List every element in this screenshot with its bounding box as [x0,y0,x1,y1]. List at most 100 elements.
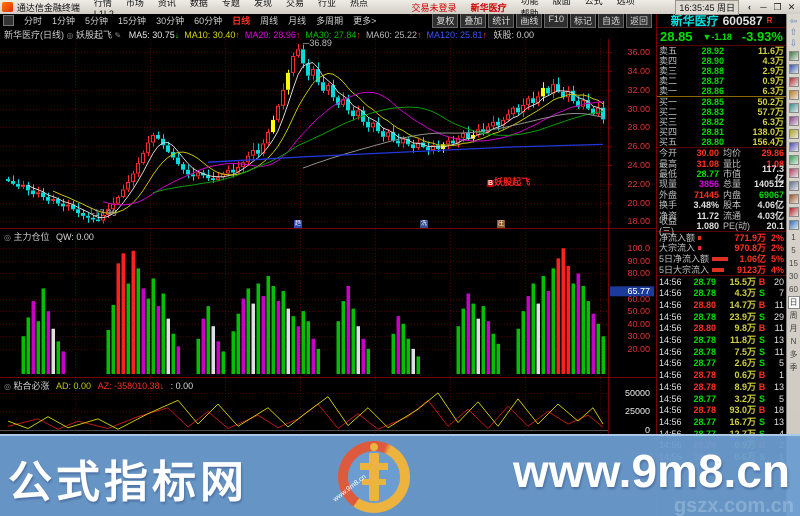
book-row[interactable]: 卖五 28.92 11.6万 [657,46,786,56]
tool-icon-6[interactable] [788,128,799,139]
book-row[interactable]: 买五 28.80 156.4万 [657,137,786,147]
tool-icon-12[interactable] [788,206,799,217]
strip-button-月[interactable]: 月 [789,324,798,333]
tick-row[interactable]: 14:56 28.77 3.2万 S 5 [657,393,786,405]
book-row[interactable]: 卖二 28.87 0.9万 [657,76,786,86]
period-tab-5分钟[interactable]: 5分钟 [85,16,109,26]
event-marker-icon[interactable]: 洗 [420,220,428,228]
period-tab-周线[interactable]: 周线 [260,16,279,26]
tick-row[interactable]: 14:56 28.78 7.5万 S 11 [657,346,786,358]
menu-item-热点[interactable]: 热点 [349,0,368,8]
strip-button-30[interactable]: 30 [789,272,798,281]
strip-button-60[interactable]: 60 [789,285,798,294]
indicator-name[interactable]: 妖股起飞 [76,30,113,40]
strip-button-日[interactable]: 日 [787,296,800,309]
tool-icon-2[interactable] [788,76,799,87]
book-row[interactable]: 买一 28.85 50.2万 [657,97,786,107]
strip-button-多[interactable]: 多 [789,350,798,359]
tick-row[interactable]: 14:56 28.80 9.8万 B 11 [657,323,786,335]
tick-row[interactable]: 14:56 28.78 93.0万 B 18 [657,405,786,417]
tool-icon-8[interactable] [788,154,799,165]
period-tab-日线[interactable]: 日线 [232,16,251,26]
book-row[interactable]: 卖一 28.86 6.3万 [657,86,786,96]
login-status[interactable]: 交易未登录 [411,2,457,13]
menu-item-数据[interactable]: 数据 [189,0,208,8]
book-row[interactable]: 卖三 28.88 2.9万 [657,66,786,76]
tool-icon-5[interactable] [788,115,799,126]
layout-icon[interactable] [3,15,14,26]
indicator-toggle-icon[interactable]: ◎ [66,31,74,40]
period-tab-多周期[interactable]: 多周期 [316,16,344,26]
menu-item-L1L2[interactable]: L1L2 [93,8,114,19]
maximize-button[interactable]: ❐ [773,1,782,12]
book-row[interactable]: 买四 28.81 138.0万 [657,127,786,137]
edit-icon[interactable]: ✎ [114,31,122,40]
book-row[interactable]: 买二 28.83 57.7万 [657,107,786,117]
menu-item-帮助[interactable]: 帮助 [520,9,539,19]
menu-item-资讯[interactable]: 资讯 [157,0,176,8]
stock-quick-link[interactable]: 新华医疗 [470,2,507,13]
menu-item-发现[interactable]: 发现 [253,0,272,8]
panel3-title[interactable]: 粘合必涨 [13,381,50,391]
menu-item-行业[interactable]: 行业 [317,0,336,8]
sidebar-divider[interactable] [656,14,657,516]
strip-button-1[interactable]: 1 [791,233,796,242]
tool-icon-7[interactable] [788,141,799,152]
tick-row[interactable]: 14:56 28.78 0.6万 B 1 [657,370,786,382]
period-tab-15分钟[interactable]: 15分钟 [118,16,147,26]
period-tab-分时[interactable]: 分时 [24,16,43,26]
minimize-button[interactable]: ─ [760,1,767,12]
panel2-toggle-icon[interactable]: ◎ [4,233,11,242]
strip-button-15[interactable]: 15 [789,259,798,268]
toolbar-button-统计[interactable]: 统计 [488,13,515,28]
menu-item-行情[interactable]: 行情 [93,0,112,8]
tick-row[interactable]: 14:56 28.79 15.5万 B 20 [657,276,786,288]
tool-icon-1[interactable] [788,63,799,74]
tool-icon-10[interactable] [788,180,799,191]
tick-row[interactable]: 14:56 28.78 23.9万 S 29 [657,311,786,323]
strip-button-周[interactable]: 周 [789,311,798,320]
menu-item-功能[interactable]: 功能 [520,0,539,6]
menu-item-公式[interactable]: 公式 [584,0,603,6]
period-tab-更多>[interactable]: 更多> [353,16,377,26]
menu-item-市场[interactable]: 市场 [125,0,144,8]
tool-icon-13[interactable] [788,219,799,230]
panel3-toggle-icon[interactable]: ◎ [4,382,11,391]
menu-item-专题[interactable]: 专题 [221,0,240,8]
scroll-arrow-icon[interactable]: ⇦ [789,16,798,26]
back-button[interactable]: ‹ [748,1,751,12]
tick-list[interactable]: 14:56 28.79 15.5万 B 20 14:56 28.78 4.3万 S 7 14:56 2… [657,275,786,463]
panel2-title[interactable]: 主力仓位 [13,232,50,242]
strip-button-季[interactable]: 季 [789,363,798,372]
period-tab-30分钟[interactable]: 30分钟 [156,16,185,26]
period-tab-月线[interactable]: 月线 [288,16,307,26]
main-chart-canvas[interactable] [0,39,656,229]
scroll-arrow-icon[interactable]: ⇧ [789,27,798,37]
tool-icon-9[interactable] [788,167,799,178]
panel2-canvas[interactable] [0,229,656,377]
tick-row[interactable]: 14:56 28.78 8.9万 B 13 [657,382,786,394]
book-row[interactable]: 买三 28.82 6.3万 [657,117,786,127]
tool-icon-11[interactable] [788,193,799,204]
period-tab-60分钟[interactable]: 60分钟 [194,16,223,26]
tick-row[interactable]: 14:56 28.78 11.8万 S 13 [657,335,786,347]
panel-divider[interactable] [0,377,656,378]
menu-item-选项[interactable]: 选项 [616,0,635,6]
period-tab-1分钟[interactable]: 1分钟 [52,16,76,26]
event-marker-icon[interactable]: 庄 [497,220,505,228]
event-marker-icon[interactable]: 趋 [294,220,302,228]
tick-row[interactable]: 14:56 28.80 14.7万 B 11 [657,300,786,312]
close-button[interactable]: ✕ [787,1,796,12]
tick-row[interactable]: 14:56 28.78 4.3万 S 7 [657,288,786,300]
menu-item-交易[interactable]: 交易 [285,0,304,8]
scroll-arrow-icon[interactable]: ⇩ [789,38,798,48]
tick-row[interactable]: 14:56 28.77 16.7万 S 13 [657,417,786,429]
tool-icon-0[interactable] [788,50,799,61]
panel3-canvas[interactable] [0,378,656,434]
tool-icon-3[interactable] [788,89,799,100]
toolbar-button-复权[interactable]: 复权 [432,13,459,28]
toolbar-button-叠加[interactable]: 叠加 [460,13,487,28]
book-row[interactable]: 卖四 28.90 4.3万 [657,56,786,66]
strip-button-5[interactable]: 5 [791,246,796,255]
